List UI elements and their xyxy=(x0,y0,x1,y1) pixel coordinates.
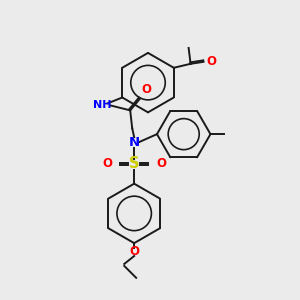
Text: O: O xyxy=(206,55,217,68)
Text: O: O xyxy=(156,158,166,170)
Text: NH: NH xyxy=(93,100,112,110)
Text: O: O xyxy=(141,82,151,95)
Text: O: O xyxy=(129,244,139,258)
Text: N: N xyxy=(129,136,140,148)
Text: S: S xyxy=(129,156,140,171)
Text: O: O xyxy=(102,158,112,170)
